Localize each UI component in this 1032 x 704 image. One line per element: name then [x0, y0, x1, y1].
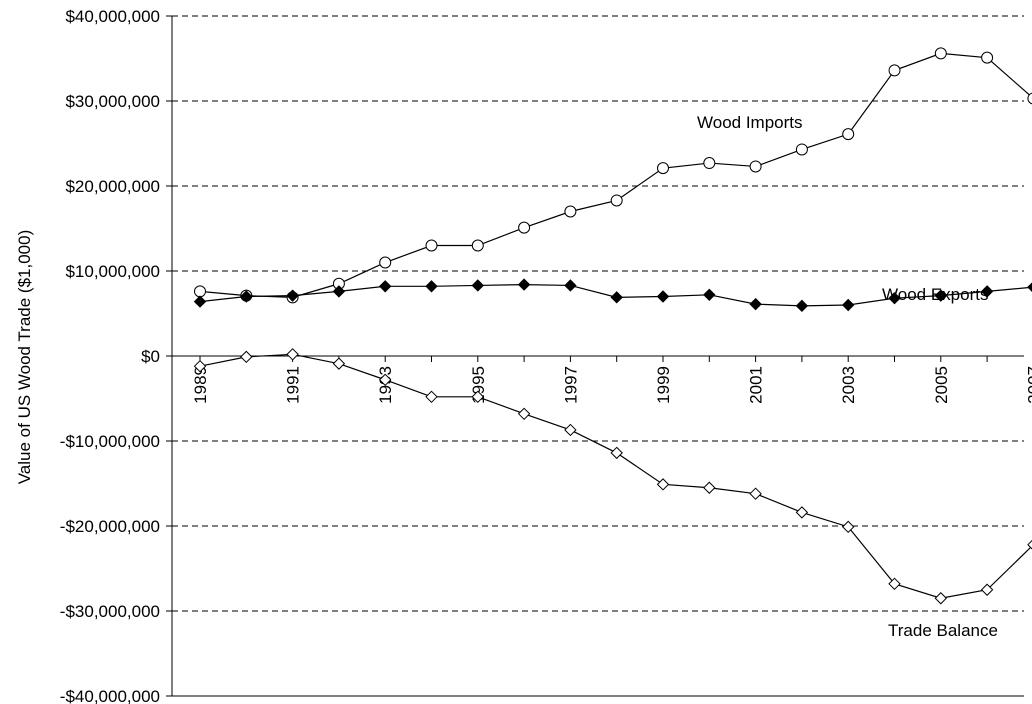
x-tick-label: 2003: [839, 366, 858, 404]
data-point-trade-balance: [703, 481, 716, 494]
series-line-trade-balance: [199, 353, 1032, 599]
data-point-wood-imports: [842, 128, 855, 141]
data-point-wood-imports: [610, 194, 623, 207]
x-tick-label: 1995: [469, 366, 488, 404]
data-point-wood-exports: [656, 290, 670, 303]
x-tick-label: 1999: [654, 366, 673, 404]
x-tick-label: 2007: [1024, 366, 1032, 404]
data-point-trade-balance: [656, 478, 670, 491]
x-tick-label: 2005: [932, 366, 951, 404]
data-point-trade-balance: [795, 506, 809, 519]
data-point-trade-balance: [980, 583, 994, 596]
data-point-wood-imports: [888, 64, 901, 77]
data-point-wood-exports: [425, 280, 438, 293]
series-line-wood-imports: [199, 52, 1032, 298]
y-tick-label: $20,000,000: [65, 177, 160, 196]
series-lines: [199, 52, 1032, 599]
series-label-wood-imports: Wood Imports: [697, 113, 803, 132]
series-label-wood-exports: Wood Exports: [882, 285, 988, 304]
y-tick-label: -$10,000,000: [60, 432, 160, 451]
y-tick-label: $10,000,000: [65, 262, 160, 281]
y-tick-label: -$40,000,000: [60, 687, 160, 704]
series-label-trade-balance: Trade Balance: [888, 621, 998, 640]
data-point-trade-balance: [193, 359, 207, 373]
data-point-wood-exports: [980, 285, 994, 298]
series-labels: Wood Imports Wood Exports Trade Balance: [697, 113, 998, 640]
data-point-wood-imports: [749, 160, 762, 173]
data-point-wood-imports: [425, 239, 438, 252]
data-point-wood-imports: [934, 47, 947, 60]
data-point-wood-exports: [517, 278, 531, 291]
data-point-wood-exports: [332, 285, 346, 298]
data-point-wood-exports: [240, 290, 253, 303]
data-point-trade-balance: [888, 577, 901, 591]
data-point-wood-exports: [749, 297, 762, 311]
data-point-wood-exports: [193, 295, 207, 308]
data-point-wood-imports: [657, 162, 669, 175]
y-tick-label: $40,000,000: [65, 7, 160, 26]
data-point-wood-exports: [610, 291, 623, 304]
data-point-trade-balance: [286, 348, 299, 361]
data-point-wood-exports: [703, 288, 716, 302]
data-point-wood-imports: [981, 51, 994, 64]
data-point-trade-balance: [564, 423, 577, 437]
data-point-wood-exports: [934, 289, 948, 302]
data-point-trade-balance: [841, 520, 855, 534]
x-tick-label: 1989: [191, 366, 210, 404]
data-point-wood-imports: [1027, 92, 1032, 105]
y-tick-label: -$30,000,000: [60, 602, 160, 621]
data-point-wood-exports: [888, 291, 901, 305]
data-point-wood-imports: [564, 205, 577, 218]
y-axis-label: Value of US Wood Trade ($1,000): [15, 230, 34, 485]
x-tick-label: 1991: [284, 366, 303, 404]
data-point-trade-balance: [749, 487, 762, 500]
data-point-trade-balance: [610, 446, 623, 460]
data-point-wood-exports: [471, 279, 485, 292]
x-tick-label: 1997: [561, 366, 580, 404]
data-point-wood-imports: [518, 221, 531, 234]
data-point-wood-exports: [795, 299, 809, 313]
data-point-trade-balance: [425, 390, 438, 404]
data-point-wood-exports: [378, 280, 392, 293]
data-point-wood-exports: [286, 289, 299, 302]
data-point-trade-balance: [471, 390, 485, 404]
data-point-trade-balance: [332, 357, 346, 370]
y-tick-label: $0: [141, 347, 160, 366]
data-point-trade-balance: [240, 350, 253, 364]
x-tick-label: 2001: [747, 366, 766, 404]
data-point-wood-imports: [379, 256, 392, 269]
series-markers: [193, 47, 1032, 605]
data-point-trade-balance: [1027, 539, 1032, 550]
data-point-wood-exports: [1027, 282, 1032, 292]
data-point-wood-imports: [795, 143, 808, 156]
data-point-trade-balance: [378, 373, 392, 387]
data-point-wood-imports: [194, 285, 206, 298]
data-point-wood-imports: [703, 157, 716, 170]
y-tick-label: -$20,000,000: [60, 517, 160, 536]
x-axis-tick-labels: 1989199119931995199719992001200320052007: [191, 366, 1032, 404]
y-axis-tick-labels: $40,000,000 $30,000,000 $20,000,000 $10,000…: [60, 7, 160, 704]
y-tick-label: $30,000,000: [65, 92, 160, 111]
gridlines: [172, 15, 1024, 612]
data-point-trade-balance: [934, 592, 948, 605]
data-point-wood-exports: [841, 298, 855, 312]
data-point-trade-balance: [517, 407, 531, 421]
data-point-wood-imports: [471, 239, 484, 252]
data-point-wood-exports: [564, 279, 577, 292]
